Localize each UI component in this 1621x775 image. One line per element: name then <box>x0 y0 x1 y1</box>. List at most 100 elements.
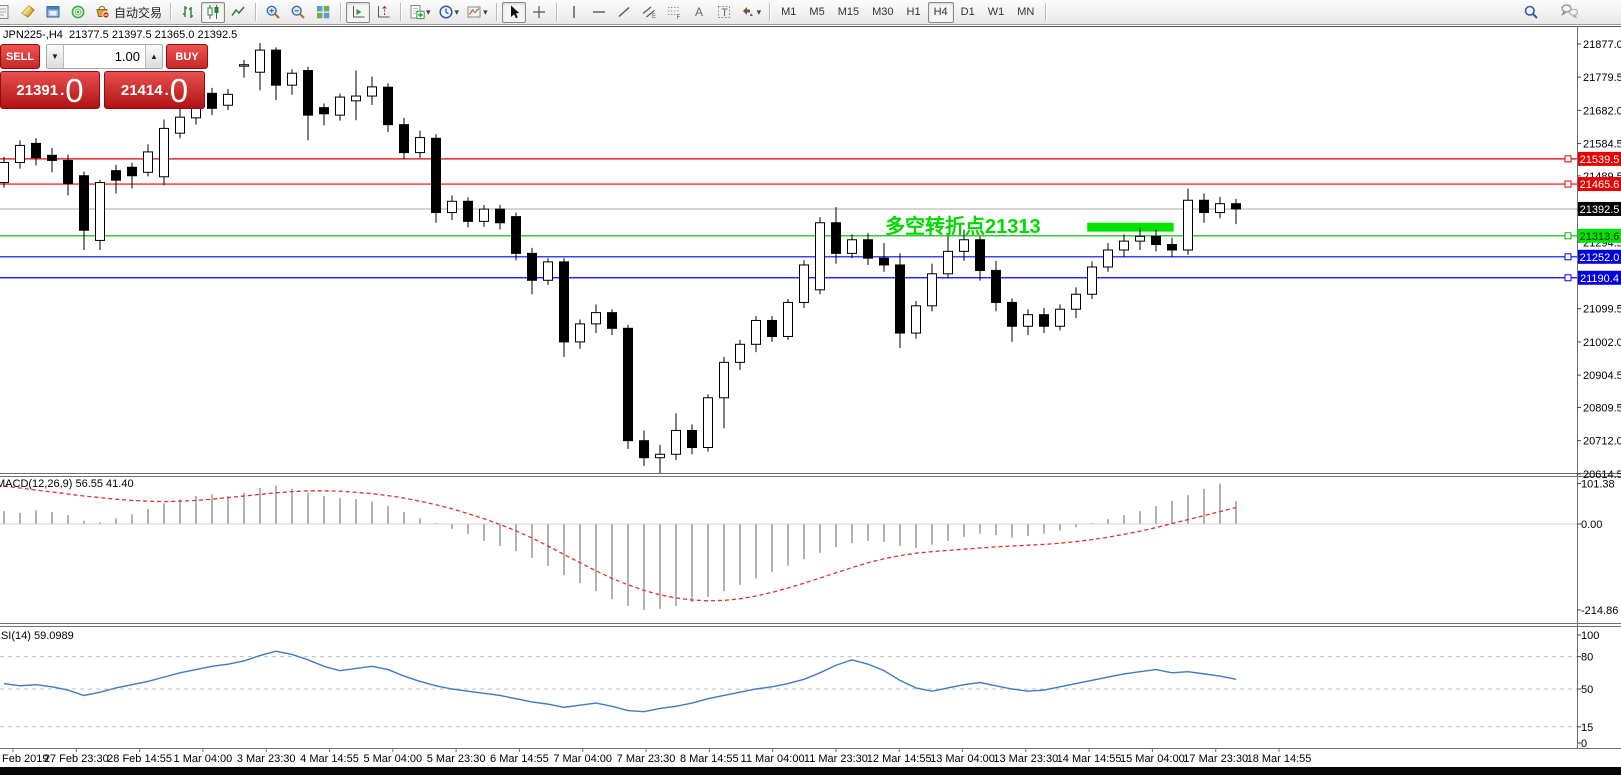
timeframe-mn-button[interactable]: MN <box>1011 2 1040 23</box>
date-label: 13 Mar 04:00 <box>930 753 995 765</box>
timeframe-w1-button[interactable]: W1 <box>982 2 1011 23</box>
template-chart-icon <box>467 6 481 18</box>
rsi-scale-label: 15 <box>1581 722 1593 734</box>
dropdown-caret-icon[interactable]: ▾ <box>483 6 488 17</box>
arrows-tool-button[interactable]: ▾ <box>737 2 765 23</box>
templates-button[interactable]: ▾ <box>463 2 491 23</box>
dropdown-caret-icon[interactable]: ▾ <box>426 6 431 17</box>
candle-body <box>559 261 569 343</box>
candle-body <box>511 216 521 254</box>
candle-body <box>1007 301 1017 327</box>
candle-body <box>799 264 809 303</box>
chart-windows-button[interactable] <box>41 2 65 23</box>
timeframe-m30-button[interactable]: M30 <box>866 2 899 23</box>
candle-body <box>255 49 265 73</box>
horizontal-line-tool-button[interactable] <box>587 2 611 23</box>
timeframe-m15-button[interactable]: M15 <box>832 2 865 23</box>
one-click-trading-panel: SELL ▼ ▲ BUY 21391.0 21414.0 <box>0 44 208 109</box>
sell-price-button[interactable]: 21391. 0 <box>0 71 100 109</box>
price-level-badge <box>1578 270 1621 285</box>
line-handle <box>1564 155 1572 163</box>
zoom-in-icon <box>266 5 280 19</box>
vertical-line-tool-button[interactable] <box>562 2 586 23</box>
price-tick-label: 21877.0 <box>1583 39 1621 51</box>
dropdown-caret-icon[interactable]: ▾ <box>454 6 460 17</box>
buy-button[interactable]: BUY <box>166 44 208 69</box>
svg-text:F: F <box>676 15 680 20</box>
equidistant-channel-tool-button[interactable]: E <box>637 2 661 23</box>
dropdown-caret-icon[interactable]: ▾ <box>756 6 762 17</box>
fibonacci-icon: F <box>667 7 680 20</box>
volume-increase-button[interactable]: ▲ <box>146 45 162 68</box>
timeframe-h1-button[interactable]: H1 <box>901 2 927 23</box>
timeframe-m5-button[interactable]: M5 <box>803 2 830 23</box>
candle-body <box>303 70 313 116</box>
search-button[interactable] <box>1519 2 1543 23</box>
volume-input[interactable] <box>63 45 146 68</box>
fibonacci-tool-button[interactable]: F <box>662 2 686 23</box>
candle-body <box>527 252 537 281</box>
clipped-document-button[interactable] <box>0 2 15 23</box>
candle-body <box>895 264 905 334</box>
trendline-tool-button[interactable] <box>612 2 636 23</box>
candle-body <box>1087 266 1097 295</box>
sell-button[interactable]: SELL <box>0 44 40 69</box>
candle-body <box>591 312 601 325</box>
candle-body <box>351 95 361 102</box>
price-tick-label: 20614.5 <box>1583 469 1621 481</box>
candle-body <box>847 239 857 254</box>
candle-body <box>687 429 697 448</box>
text-label-icon: T <box>717 6 730 19</box>
auto-scroll-button[interactable] <box>346 1 371 23</box>
date-label: 11 Mar 04:00 <box>741 753 805 765</box>
candle-body <box>431 137 441 214</box>
toolbar-separator <box>340 3 342 21</box>
chat-button[interactable] <box>1557 2 1581 23</box>
chart-windows-icon <box>46 6 60 18</box>
macd-scale-label: 0.00 <box>1581 519 1602 531</box>
new-order-button[interactable] <box>16 2 40 23</box>
chart-shift-button[interactable] <box>371 2 395 23</box>
price-tick-label: 21779.5 <box>1583 72 1621 84</box>
zoom-out-button[interactable] <box>286 2 310 23</box>
text-label-tool-button[interactable]: T <box>712 2 736 23</box>
arrows-icon <box>742 7 753 16</box>
timeframe-h4-button[interactable]: H4 <box>927 1 954 23</box>
volume-decrease-button[interactable]: ▼ <box>47 45 63 68</box>
price-tick-label: 20904.5 <box>1583 370 1621 382</box>
crosshair-tool-button[interactable] <box>527 2 551 23</box>
rsi-line <box>3 650 1237 713</box>
timeframe-d1-button[interactable]: D1 <box>955 2 981 23</box>
candle-body <box>719 361 729 399</box>
indicators-button[interactable]: ▾ <box>406 2 434 23</box>
candle-body <box>239 64 249 67</box>
toolbar-separator <box>170 3 172 21</box>
timeframe-m1-button[interactable]: M1 <box>775 2 802 23</box>
vertical-line-icon <box>572 6 575 18</box>
ohlc-bars-button[interactable] <box>176 2 200 23</box>
chart-annotation-text: 多空转折点21313 <box>885 214 1041 238</box>
candle-body <box>831 222 841 254</box>
line-handle <box>1564 232 1572 240</box>
tile-windows-button[interactable] <box>311 2 335 23</box>
candle-body <box>95 182 105 241</box>
autotrading-basket-icon <box>96 6 110 19</box>
zoom-in-button[interactable] <box>261 2 285 23</box>
date-label: 14 Mar 14:55 <box>1057 753 1122 765</box>
periods-button[interactable]: ▾ <box>435 2 463 23</box>
buy-price-button[interactable]: 21414. 0 <box>104 71 205 109</box>
text-tool-button[interactable]: A <box>687 2 711 23</box>
toolbar-separator <box>495 3 497 21</box>
date-label: 4 Mar 14:55 <box>300 753 359 765</box>
candle-body <box>751 319 761 345</box>
date-label: 28 Feb 14:55 <box>107 753 172 765</box>
navigator-button[interactable] <box>66 2 90 23</box>
candle-body <box>31 142 41 159</box>
cursor-tool-button[interactable] <box>501 1 526 23</box>
date-label: 8 Mar 14:55 <box>680 753 739 765</box>
date-label: 11 Mar 23:30 <box>804 753 868 765</box>
line-chart-button[interactable] <box>226 2 250 23</box>
candlestick-chart-button[interactable] <box>201 1 226 23</box>
autotrading-button[interactable]: 自动交易 <box>91 2 165 23</box>
